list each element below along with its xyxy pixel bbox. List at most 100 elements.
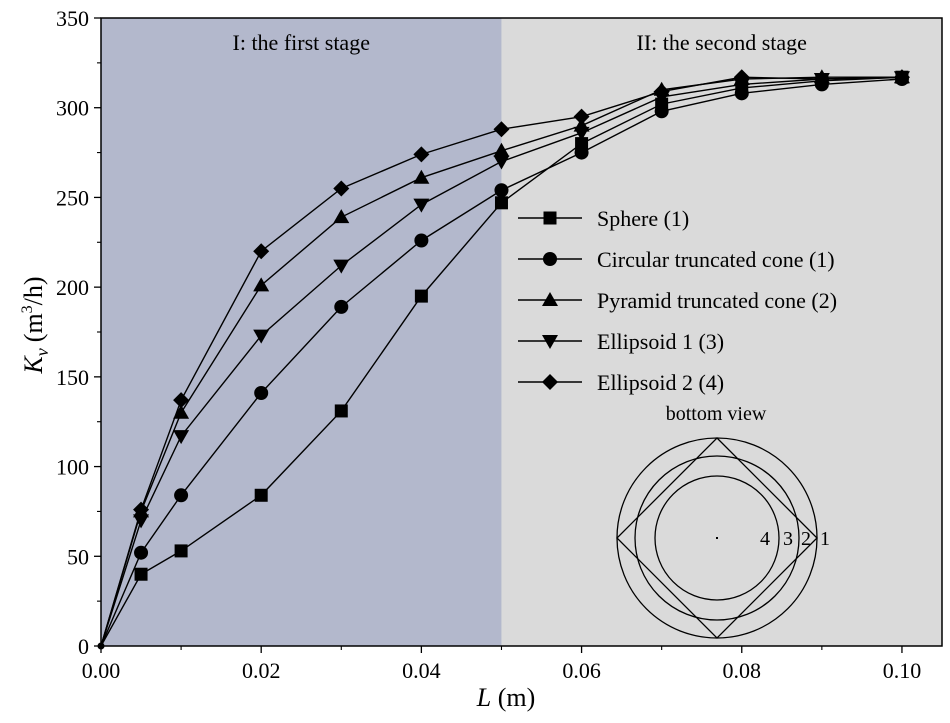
stage-region-1 xyxy=(101,18,502,646)
series-5-point-5 xyxy=(413,146,430,163)
inset-square xyxy=(616,437,818,639)
y-tick-label: 250 xyxy=(56,185,89,210)
x-axis-unit: (m) xyxy=(498,683,536,712)
series-line-5 xyxy=(100,76,902,647)
series-4-point-7 xyxy=(573,126,590,141)
legend-marker xyxy=(543,211,557,225)
series-5-point-9 xyxy=(733,69,750,86)
series-5-point-2 xyxy=(173,392,190,409)
series-5-point-11 xyxy=(893,69,910,86)
series-1-point-3 xyxy=(254,488,268,502)
x-axis-symbol: L xyxy=(476,683,491,712)
series-1-point-5 xyxy=(414,289,428,303)
series-1-point-2 xyxy=(174,544,188,558)
x-tick-label: 0.10 xyxy=(883,658,922,683)
legend-label: Ellipsoid 1 (3) xyxy=(597,329,724,354)
y-axis-unit-pre: (m xyxy=(19,313,48,342)
legend-entry-2: Circular truncated cone (1) xyxy=(518,247,835,272)
series-5-point-8 xyxy=(653,83,670,100)
series-1-point-4 xyxy=(334,404,348,418)
stage-region-2 xyxy=(501,18,942,646)
series-2-point-5 xyxy=(414,233,429,248)
legend-marker xyxy=(542,335,558,349)
series-2-point-7 xyxy=(574,145,589,160)
series-5-point-3 xyxy=(253,243,270,260)
series-4-point-9 xyxy=(733,78,750,93)
inset-label-2: 2 xyxy=(801,528,811,550)
series-2-point-3 xyxy=(254,386,269,401)
inset-title: bottom view xyxy=(666,403,767,425)
legend-marker xyxy=(543,252,557,266)
series-2-point-9 xyxy=(734,86,749,101)
series-2-point-2 xyxy=(174,488,189,503)
series-3-point-5 xyxy=(413,169,430,184)
inset-circle-middle xyxy=(634,455,800,621)
series-3-point-6 xyxy=(493,142,510,157)
series-1-point-6 xyxy=(494,196,508,210)
legend: Sphere (1) Circular truncated cone (1) Pyr… xyxy=(518,206,837,395)
stage-regions xyxy=(101,18,942,646)
legend-label: Sphere (1) xyxy=(597,206,689,231)
y-axis-unit-post: /h) xyxy=(19,276,48,305)
inset-circle-inner xyxy=(654,475,780,601)
series-line-1 xyxy=(100,76,902,647)
legend-marker xyxy=(542,374,558,390)
legend-label: Circular truncated cone (1) xyxy=(597,247,835,272)
stage-label-2: II: the second stage xyxy=(637,30,807,55)
series-4-point-1 xyxy=(133,514,150,529)
y-tick-label: 150 xyxy=(56,365,89,390)
y-tick-label: 100 xyxy=(56,455,89,480)
series-group xyxy=(97,69,910,650)
x-tick-label: 0.08 xyxy=(723,658,762,683)
series-4-point-4 xyxy=(333,259,350,274)
legend-entry-1: Sphere (1) xyxy=(518,206,689,231)
series-1-point-1 xyxy=(134,567,148,581)
series-5 xyxy=(100,69,910,647)
x-tick-label: 0.06 xyxy=(562,658,601,683)
inset-center-dot xyxy=(716,537,718,539)
series-5-point-4 xyxy=(333,180,350,197)
legend-entry-4: Ellipsoid 1 (3) xyxy=(518,329,724,354)
series-3-point-3 xyxy=(253,277,270,292)
stage-region-labels: I: the first stage II: the second stage xyxy=(233,30,807,55)
series-4-point-2 xyxy=(173,430,190,445)
y-axis-subscript: v xyxy=(32,348,52,356)
legend-label: Ellipsoid 2 (4) xyxy=(597,370,724,395)
series-line-4 xyxy=(100,76,902,647)
y-axis-symbol: K xyxy=(19,355,48,375)
legend-marker xyxy=(542,292,558,306)
y-axis-unit-sup: 3 xyxy=(19,305,36,313)
x-tick-label: 0.04 xyxy=(402,658,441,683)
x-tick-label: 0.02 xyxy=(242,658,281,683)
y-tick-label: 300 xyxy=(56,96,89,121)
series-5-point-7 xyxy=(573,108,590,125)
y-tick-label: 50 xyxy=(67,544,89,569)
y-axis-title: Kv (m3/h) xyxy=(19,276,52,374)
series-2-point-4 xyxy=(334,299,349,314)
y-tick-label: 200 xyxy=(56,275,89,300)
inset-label-4: 4 xyxy=(760,528,770,550)
series-2-point-1 xyxy=(134,545,149,560)
series-line-2 xyxy=(100,78,902,647)
x-axis-title: L (m) xyxy=(476,683,536,712)
y-tick-label: 0 xyxy=(78,634,89,659)
series-4-point-3 xyxy=(253,329,270,344)
x-tick-label: 0.00 xyxy=(82,658,121,683)
series-2-point-6 xyxy=(494,183,509,198)
series-5-point-1 xyxy=(133,501,150,518)
series-3-point-4 xyxy=(333,209,350,224)
series-4-point-5 xyxy=(413,198,430,213)
bottom-view-inset: bottom view 4 3 2 1 xyxy=(616,403,830,639)
series-5-point-10 xyxy=(813,71,830,88)
series-line-3 xyxy=(100,76,902,647)
legend-entry-5: Ellipsoid 2 (4) xyxy=(518,370,724,395)
axis-ticks: 0.00 0.02 0.04 0.06 0.08 0.10 0 50 100 150 200 250 3… xyxy=(56,6,921,683)
series-3-point-2 xyxy=(173,404,190,419)
series-4-point-6 xyxy=(493,155,510,170)
series-5-point-6 xyxy=(493,121,510,138)
series-2-point-8 xyxy=(654,104,669,119)
y-tick-label: 350 xyxy=(56,6,89,31)
legend-entry-3: Pyramid truncated cone (2) xyxy=(518,288,837,313)
inset-label-1: 1 xyxy=(820,528,830,550)
